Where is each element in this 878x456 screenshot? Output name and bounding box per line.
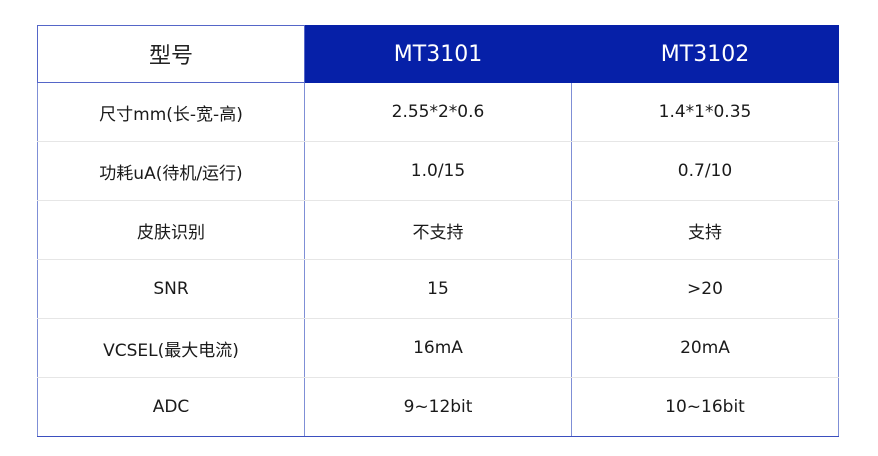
table-row: 尺寸mm(长-宽-高) 2.55*2*0.6 1.4*1*0.35 xyxy=(37,82,839,142)
row-label: 功耗uA(待机/运行) xyxy=(37,141,305,201)
header-row: 型号 MT3101 MT3102 xyxy=(37,25,839,83)
header-label: 型号 xyxy=(37,25,305,83)
table-row: 功耗uA(待机/运行) 1.0/15 0.7/10 xyxy=(37,141,839,201)
row-label: 皮肤识别 xyxy=(37,200,305,260)
cell-mt3102: 0.7/10 xyxy=(571,141,839,201)
table-row: 皮肤识别 不支持 支持 xyxy=(37,200,839,260)
table-row: SNR 15 >20 xyxy=(37,259,839,319)
cell-mt3102: >20 xyxy=(571,259,839,319)
cell-mt3101: 9~12bit xyxy=(304,377,572,437)
cell-mt3101: 2.55*2*0.6 xyxy=(304,82,572,142)
cell-mt3102: 10~16bit xyxy=(571,377,839,437)
header-model-mt3101: MT3101 xyxy=(304,25,572,83)
cell-mt3102: 20mA xyxy=(571,318,839,378)
cell-mt3102: 支持 xyxy=(571,200,839,260)
table-row: VCSEL(最大电流) 16mA 20mA xyxy=(37,318,839,378)
cell-mt3101: 15 xyxy=(304,259,572,319)
cell-mt3102: 1.4*1*0.35 xyxy=(571,82,839,142)
row-label: SNR xyxy=(37,259,305,319)
row-label: VCSEL(最大电流) xyxy=(37,318,305,378)
cell-mt3101: 不支持 xyxy=(304,200,572,260)
row-label: ADC xyxy=(37,377,305,437)
cell-mt3101: 16mA xyxy=(304,318,572,378)
cell-mt3101: 1.0/15 xyxy=(304,141,572,201)
spec-comparison-table: 型号 MT3101 MT3102 尺寸mm(长-宽-高) 2.55*2*0.6 1.… xyxy=(37,25,839,437)
table-row: ADC 9~12bit 10~16bit xyxy=(37,377,839,437)
header-model-mt3102: MT3102 xyxy=(571,25,839,83)
row-label: 尺寸mm(长-宽-高) xyxy=(37,82,305,142)
